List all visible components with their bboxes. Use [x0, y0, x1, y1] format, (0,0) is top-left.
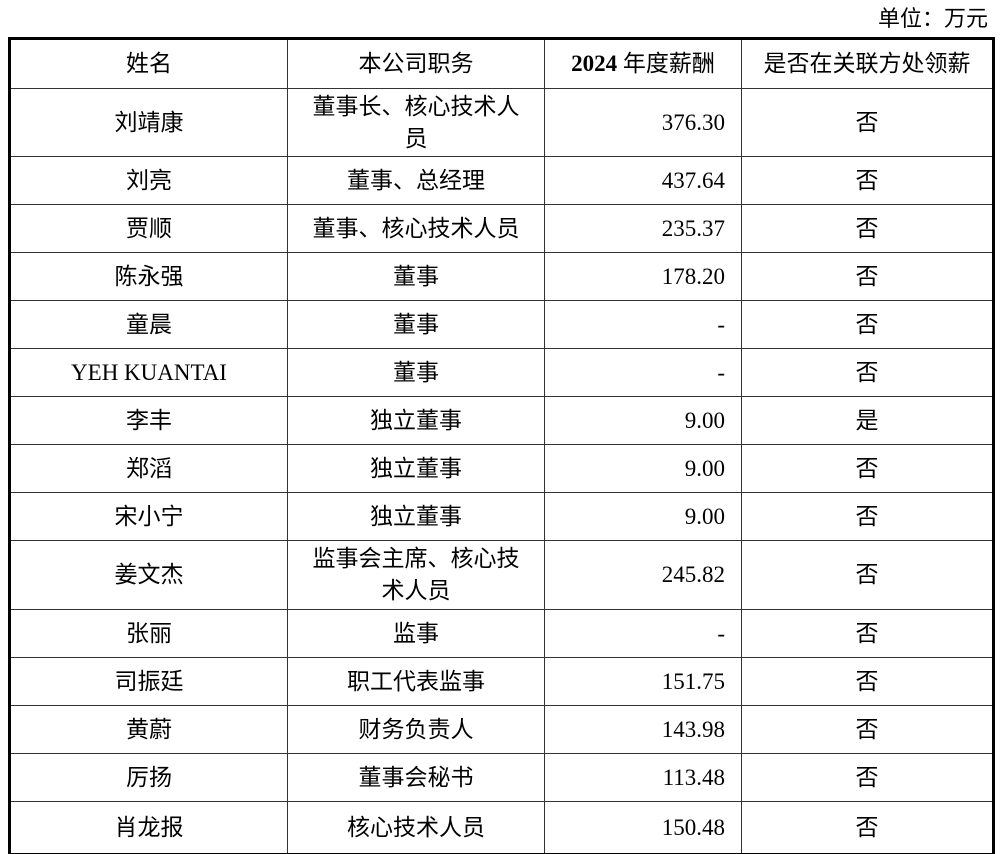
table-header: 姓名 本公司职务 2024 年度薪酬 是否在关联方处领薪	[9, 38, 994, 89]
name-cell: 宋小宁	[9, 492, 288, 542]
position-cell: 职工代表监事	[287, 656, 545, 706]
table-row: 厉扬 董事会秘书 113.48 否	[9, 752, 994, 802]
name-cell: 陈永强	[9, 252, 288, 302]
related-cell: 否	[741, 704, 994, 754]
header-salary-label: 年度薪酬	[622, 51, 715, 77]
salary-cell: 9.00	[544, 396, 742, 446]
table-row: 姜文杰 监事会主席、核心技术人员 245.82 否	[9, 540, 994, 610]
table-row: 宋小宁 独立董事 9.00 否	[9, 492, 994, 542]
related-cell: 否	[741, 87, 994, 158]
name-cell: 刘靖康	[9, 87, 288, 158]
salary-cell: 9.00	[544, 492, 742, 542]
related-cell: 否	[741, 540, 994, 610]
table-row: 李丰 独立董事 9.00 是	[9, 396, 994, 446]
position-cell: 独立董事	[287, 396, 545, 446]
position-cell: 独立董事	[287, 444, 545, 494]
related-cell: 否	[741, 252, 994, 302]
position-cell: 监事会主席、核心技术人员	[287, 540, 545, 610]
header-row: 姓名 本公司职务 2024 年度薪酬 是否在关联方处领薪	[9, 38, 994, 89]
related-cell: 否	[741, 608, 994, 658]
position-cell: 董事	[287, 252, 545, 302]
salary-cell: -	[544, 300, 742, 350]
header-related: 是否在关联方处领薪	[741, 38, 994, 89]
name-cell: 贾顺	[9, 204, 288, 254]
salary-cell: 235.37	[544, 204, 742, 254]
table-row: 贾顺 董事、核心技术人员 235.37 否	[9, 204, 994, 254]
salary-cell: 151.75	[544, 656, 742, 706]
related-cell: 是	[741, 396, 994, 446]
table-row: 童晨 董事 - 否	[9, 300, 994, 350]
related-cell: 否	[741, 492, 994, 542]
table-row: 肖龙报 核心技术人员 150.48 否	[9, 800, 994, 854]
name-cell: 童晨	[9, 300, 288, 350]
related-cell: 否	[741, 348, 994, 398]
position-cell: 财务负责人	[287, 704, 545, 754]
header-position: 本公司职务	[287, 38, 545, 89]
position-cell: 董事、核心技术人员	[287, 204, 545, 254]
related-cell: 否	[741, 444, 994, 494]
position-cell: 独立董事	[287, 492, 545, 542]
name-cell: 厉扬	[9, 752, 288, 802]
table-row: 刘靖康 董事长、核心技术人员 376.30 否	[9, 87, 994, 158]
compensation-table: 姓名 本公司职务 2024 年度薪酬 是否在关联方处领薪 刘靖康 董事长、核心技…	[8, 37, 995, 854]
header-name: 姓名	[9, 38, 288, 89]
unit-label: 单位：万元	[877, 6, 988, 31]
salary-cell: 113.48	[544, 752, 742, 802]
salary-cell: 150.48	[544, 800, 742, 854]
table-row: YEH KUANTAI 董事 - 否	[9, 348, 994, 398]
table-row: 郑滔 独立董事 9.00 否	[9, 444, 994, 494]
position-cell: 董事、总经理	[287, 156, 545, 206]
salary-cell: 178.20	[544, 252, 742, 302]
position-cell: 董事	[287, 300, 545, 350]
position-cell: 董事	[287, 348, 545, 398]
name-cell: YEH KUANTAI	[9, 348, 288, 398]
related-cell: 否	[741, 752, 994, 802]
related-cell: 否	[741, 204, 994, 254]
table-row: 陈永强 董事 178.20 否	[9, 252, 994, 302]
name-cell: 司振廷	[9, 656, 288, 706]
salary-cell: 437.64	[544, 156, 742, 206]
position-cell: 核心技术人员	[287, 800, 545, 854]
related-cell: 否	[741, 156, 994, 206]
name-cell: 黄蔚	[9, 704, 288, 754]
header-salary: 2024 年度薪酬	[544, 38, 742, 89]
related-cell: 否	[741, 656, 994, 706]
table-row: 张丽 监事 - 否	[9, 608, 994, 658]
table-row: 刘亮 董事、总经理 437.64 否	[9, 156, 994, 206]
name-cell: 肖龙报	[9, 800, 288, 854]
name-cell: 郑滔	[9, 444, 288, 494]
salary-cell: -	[544, 348, 742, 398]
position-cell: 董事会秘书	[287, 752, 545, 802]
position-cell: 监事	[287, 608, 545, 658]
related-cell: 否	[741, 300, 994, 350]
name-cell: 刘亮	[9, 156, 288, 206]
name-cell: 姜文杰	[9, 540, 288, 610]
salary-cell: 245.82	[544, 540, 742, 610]
salary-cell: 376.30	[544, 87, 742, 158]
related-cell: 否	[741, 800, 994, 854]
name-cell: 张丽	[9, 608, 288, 658]
salary-cell: -	[544, 608, 742, 658]
name-cell: 李丰	[9, 396, 288, 446]
header-salary-year: 2024	[571, 51, 618, 77]
table-row: 司振廷 职工代表监事 151.75 否	[9, 656, 994, 706]
salary-cell: 143.98	[544, 704, 742, 754]
salary-cell: 9.00	[544, 444, 742, 494]
table-row: 黄蔚 财务负责人 143.98 否	[9, 704, 994, 754]
position-cell: 董事长、核心技术人员	[287, 87, 545, 158]
